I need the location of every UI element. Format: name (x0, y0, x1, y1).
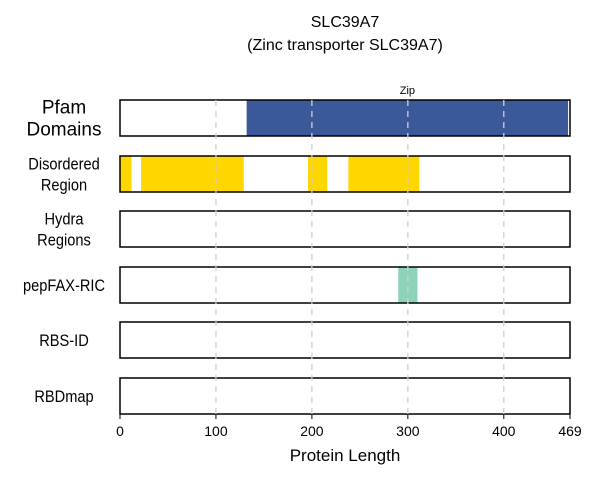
track-frame-hydra (119, 210, 571, 248)
track-label-hydra-1: Regions (37, 232, 91, 250)
track-disordered: Disordered Region (28, 155, 571, 195)
x-tick-label-4: 400 (492, 423, 516, 439)
track-frame-pepfax (119, 266, 571, 304)
x-tick-label-3: 300 (396, 423, 420, 439)
track-label-hydra-0: Hydra (45, 211, 84, 229)
disordered-segment-1 (141, 156, 244, 192)
x-tick-label-0: 0 (116, 423, 124, 439)
x-axis-title: Protein Length (290, 446, 401, 465)
chart-title-line2: (Zinc transporter SLC39A7) (247, 37, 443, 54)
track-rbsid: RBS-ID (39, 321, 571, 359)
disordered-segment-2 (308, 156, 328, 192)
track-label-pfam-0: Pfam (42, 98, 86, 119)
track-frame-rbdmap (119, 377, 571, 415)
disordered-segment-0 (120, 156, 132, 192)
track-label-rbsid-0: RBS-ID (39, 332, 89, 350)
track-frame-rbsid (119, 321, 571, 359)
disordered-segment-3 (348, 156, 420, 192)
track-frame-pfam (119, 99, 571, 137)
grid-lines (215, 100, 505, 414)
track-frame-disordered (119, 155, 571, 193)
track-label-pfam-1: Domains (27, 120, 102, 141)
chart-title-line1: SLC39A7 (311, 14, 380, 31)
track-label-disordered-0: Disordered (28, 156, 99, 174)
pfam-segment-label-0: Zip (400, 85, 415, 97)
x-tick-label-1: 100 (204, 423, 228, 439)
track-label-rbdmap-0: RBDmap (34, 388, 93, 406)
x-tick-label-2: 200 (300, 423, 324, 439)
track-pepfax: pepFAX-RIC (23, 266, 571, 304)
x-tick-label-5: 469 (558, 423, 582, 439)
track-hydra: Hydra Regions (37, 210, 571, 250)
track-rbdmap: RBDmap (34, 377, 571, 415)
track-label-disordered-1: Region (41, 177, 87, 195)
track-label-pepfax-0: pepFAX-RIC (23, 277, 105, 295)
pepfax-segment-0 (398, 267, 418, 303)
x-axis: 0 100 200 300 400 469 (116, 414, 582, 439)
